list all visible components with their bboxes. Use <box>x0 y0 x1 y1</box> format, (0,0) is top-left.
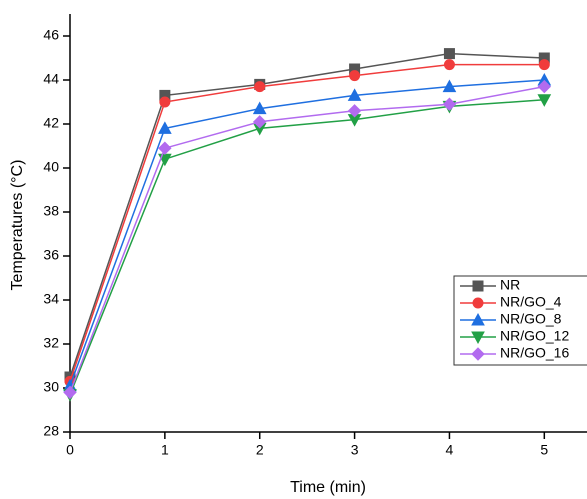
marker <box>443 59 455 71</box>
marker <box>252 101 267 115</box>
y-tick-label: 40 <box>43 159 59 175</box>
marker <box>538 59 550 71</box>
y-tick-label: 38 <box>43 203 59 219</box>
marker <box>442 79 457 93</box>
x-tick-label: 1 <box>161 442 169 458</box>
marker <box>443 48 455 60</box>
x-tick-label: 2 <box>256 442 264 458</box>
y-tick-label: 42 <box>43 115 59 131</box>
legend-label: NR/GO_12 <box>500 328 569 344</box>
x-tick-label: 3 <box>351 442 359 458</box>
marker <box>472 280 484 292</box>
marker <box>347 104 362 118</box>
y-tick-label: 28 <box>43 423 59 439</box>
series-line <box>69 63 545 382</box>
marker <box>537 79 552 94</box>
marker <box>158 121 172 134</box>
y-tick-label: 32 <box>43 335 59 351</box>
x-tick-label: 5 <box>540 442 548 458</box>
y-tick-label: 30 <box>43 379 59 395</box>
y-tick-label: 46 <box>43 27 59 43</box>
x-axis-title: Time (min) <box>290 479 366 496</box>
y-tick-label: 36 <box>43 247 59 263</box>
legend-label: NR/GO_4 <box>500 294 562 310</box>
y-tick-label: 34 <box>43 291 59 307</box>
legend-label: NR <box>500 277 520 293</box>
marker <box>442 97 457 111</box>
marker <box>349 70 361 82</box>
marker <box>471 331 485 345</box>
marker <box>158 141 172 155</box>
x-tick-label: 0 <box>66 442 74 458</box>
marker <box>253 115 267 129</box>
series-line <box>69 79 545 387</box>
marker <box>159 96 171 108</box>
marker <box>254 81 266 93</box>
marker <box>471 347 485 361</box>
marker <box>347 88 362 101</box>
series-line <box>69 52 545 378</box>
marker <box>471 312 485 326</box>
legend-label: NR/GO_16 <box>500 345 569 361</box>
series-line <box>69 85 545 393</box>
y-axis-title: Temperatures (°C) <box>9 160 26 291</box>
marker <box>472 297 484 309</box>
marker <box>63 385 77 400</box>
y-tick-label: 44 <box>43 71 59 87</box>
series-line <box>69 99 545 395</box>
marker <box>537 94 552 107</box>
x-tick-label: 4 <box>446 442 454 458</box>
legend-label: NR/GO_8 <box>500 311 562 327</box>
